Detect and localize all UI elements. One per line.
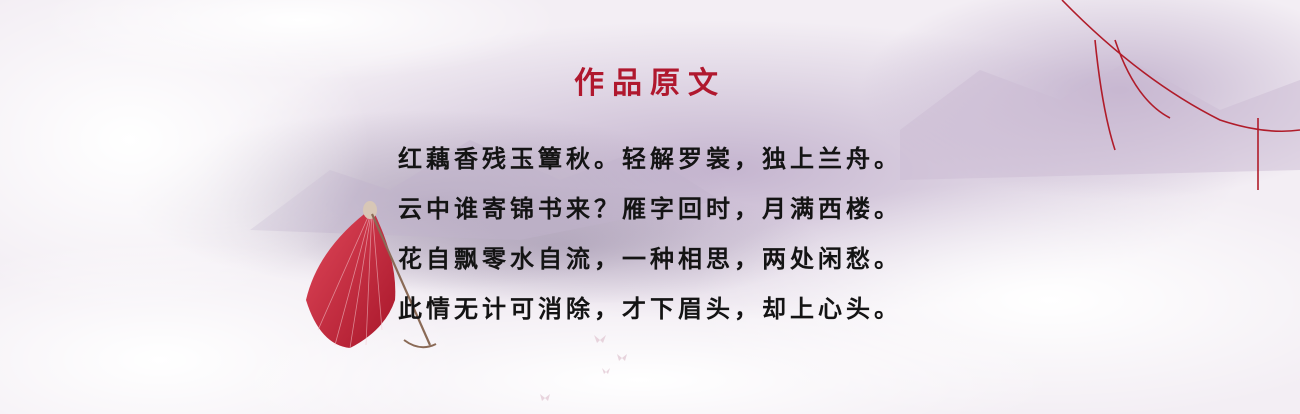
string-icon bbox=[1061, 0, 1300, 190]
poem-line: 红藕香残玉簟秋。轻解罗裳，独上兰舟。 bbox=[398, 144, 902, 173]
poem-line: 此情无计可消除，才下眉头，却上心头。 bbox=[398, 294, 902, 323]
poem-text: 红藕香残玉簟秋。轻解罗裳，独上兰舟。 云中谁寄锦书来？雁字回时，月满西楼。 花自… bbox=[398, 140, 958, 340]
poem-line: 花自飘零水自流，一种相思，两处闲愁。 bbox=[398, 244, 902, 273]
umbrella-icon bbox=[306, 201, 437, 349]
section-title: 作品原文 bbox=[574, 66, 726, 101]
poem-line: 云中谁寄锦书来？雁字回时，月满西楼。 bbox=[398, 194, 902, 223]
butterfly-icon bbox=[540, 335, 627, 401]
